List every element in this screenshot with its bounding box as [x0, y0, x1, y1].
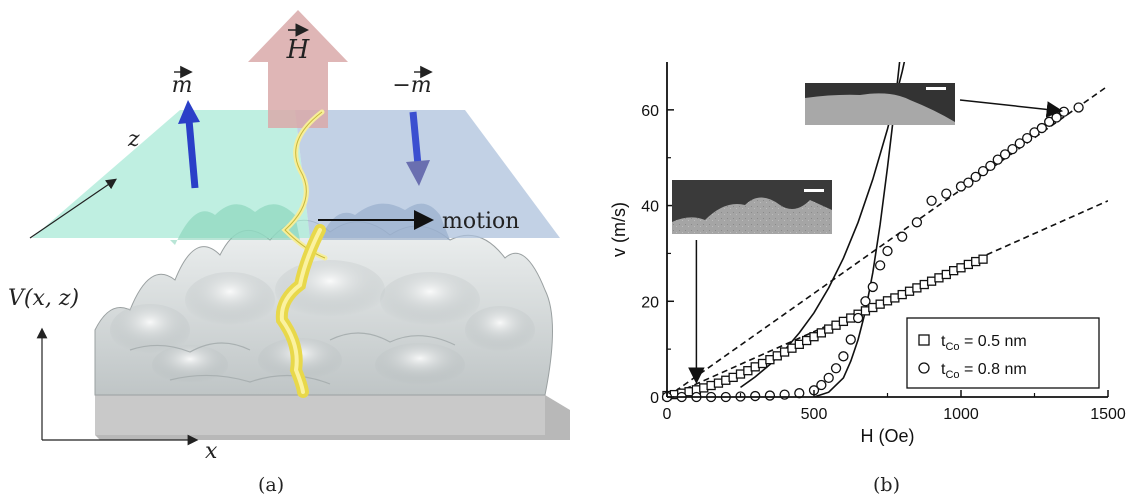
plot-area: 0 500 1000 1500 0 20 40 60 H (Oe) v (m/s) tCo = 0.… [609, 62, 1126, 446]
y-tick-label: 40 [641, 199, 659, 216]
legend-box [906, 317, 1100, 389]
legend-entry-2: tCo = 0.8 nm [918, 361, 1027, 381]
chart-legend: tCo = 0.5 nm tCo = 0.8 nm [906, 317, 1100, 389]
data-point-circle [992, 154, 1003, 165]
data-point-circle [875, 260, 886, 271]
fit-line-3 [740, 62, 906, 389]
legend-marker-circle [918, 362, 930, 374]
data-point-circle [852, 312, 864, 324]
inset-domain [805, 83, 955, 122]
m-label: m [172, 73, 193, 98]
data-point-circle [1022, 132, 1033, 144]
x-axis-label: H (Oe) [861, 426, 915, 446]
x-axis-label: x [205, 439, 218, 464]
x-tick-label: 0 [663, 406, 672, 423]
m-down-arrow [406, 111, 430, 186]
motion-label: motion [442, 209, 519, 234]
inset-2-arrow [959, 99, 1064, 118]
data-point-circle [1036, 122, 1047, 134]
data-point-square [978, 254, 988, 264]
y-tick-label: 20 [641, 294, 659, 311]
y-tick-label: 0 [650, 390, 659, 407]
data-point-circle [963, 177, 974, 188]
domain-wall [275, 109, 328, 398]
inset-scale-bar [926, 87, 946, 90]
y-axis-label: v (m/s) [609, 202, 629, 257]
domain-wall-diagram: H m −m motion z V(x, z) [8, 10, 570, 464]
data-point-circle [845, 334, 856, 345]
inset-image-1 [672, 180, 832, 234]
x-tick-label: 1500 [1090, 406, 1126, 423]
substrate-slab [95, 395, 570, 440]
data-point-circle [977, 165, 989, 177]
data-point-circle [1014, 138, 1025, 149]
x-tick-label: 500 [801, 406, 828, 423]
inset-image-2 [805, 83, 955, 125]
legend-marker-square [918, 334, 930, 346]
data-point-circle [750, 390, 761, 402]
data-point-circle [882, 245, 893, 257]
panel-a-label: (a) [258, 474, 285, 496]
data-point-circle [926, 195, 937, 206]
data-point-circle [823, 372, 834, 384]
field-arrow [248, 10, 348, 128]
z-axis-label: z [127, 127, 140, 152]
data-point-circle [941, 188, 952, 199]
series-2 [661, 102, 1084, 403]
data-point-circle [764, 390, 776, 401]
data-point-circle [897, 231, 908, 242]
field-label: H [286, 35, 311, 65]
inset-scale-bar [804, 189, 824, 192]
data-point-circle [999, 149, 1011, 160]
data-point-circle [970, 171, 981, 183]
data-point-circle [867, 281, 878, 293]
data-point-circle [1007, 143, 1018, 155]
legend-entry-1: tCo = 0.5 nm [918, 333, 1027, 353]
m-up-arrow [178, 100, 200, 189]
legend-label: tCo = 0.5 nm [941, 333, 1027, 353]
data-point-circle [911, 217, 923, 228]
data-point-circle [860, 296, 871, 307]
potential-label: V(x, z) [8, 286, 79, 311]
x-tick-label: 1000 [943, 406, 979, 423]
data-point-circle [985, 160, 996, 172]
data-point-circle [1058, 106, 1070, 117]
y-tick-label: 60 [641, 103, 659, 120]
data-point-circle [1029, 127, 1040, 138]
potential-surface [94, 219, 553, 396]
data-point-circle [816, 379, 827, 391]
data-point-circle [830, 363, 842, 374]
data-point-circle [1073, 102, 1084, 113]
panel-b-label: (b) [873, 474, 900, 496]
magnetic-plane [32, 110, 560, 245]
inset-domain [672, 197, 832, 234]
data-point-circle [838, 351, 849, 362]
legend-label: tCo = 0.8 nm [941, 361, 1027, 381]
z-axis-arrow [29, 178, 117, 239]
